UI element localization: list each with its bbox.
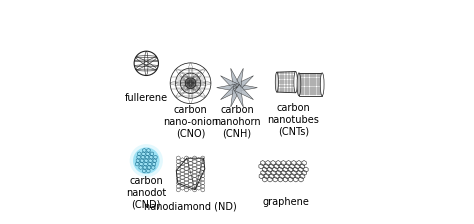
Text: carbon
nanodot
(CND): carbon nanodot (CND) [126,176,166,209]
Ellipse shape [297,73,301,96]
Polygon shape [220,85,239,100]
Circle shape [130,144,163,177]
Polygon shape [231,86,241,107]
Text: nanodiamond (ND): nanodiamond (ND) [144,202,237,211]
Polygon shape [235,85,254,100]
Ellipse shape [275,72,278,92]
Polygon shape [237,84,257,91]
Ellipse shape [294,71,297,93]
Text: fullerene: fullerene [125,93,168,103]
Text: carbon
nanohorn
(CNH): carbon nanohorn (CNH) [214,105,260,139]
Polygon shape [233,86,243,107]
Polygon shape [220,76,239,91]
Text: carbon
nano-onion
(CNO): carbon nano-onion (CNO) [163,105,218,139]
Polygon shape [217,84,237,91]
Text: graphene: graphene [262,197,309,207]
Polygon shape [233,68,243,89]
Circle shape [133,147,160,174]
Ellipse shape [320,73,324,96]
Polygon shape [231,68,241,89]
Text: carbon
nanotubes
(CNTs): carbon nanotubes (CNTs) [267,103,319,136]
Polygon shape [235,76,254,91]
